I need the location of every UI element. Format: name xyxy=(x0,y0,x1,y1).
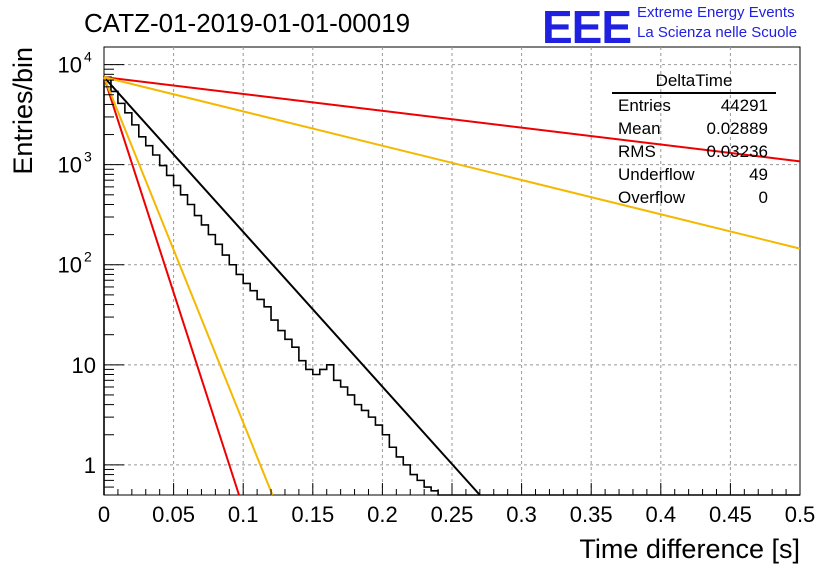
x-axis-label: Time difference [s] xyxy=(579,534,800,564)
y-tick-exponent: 2 xyxy=(84,249,92,265)
histogram xyxy=(103,76,800,496)
stats-row: Overflow 0 xyxy=(612,186,776,209)
y-tick-label: 10 xyxy=(58,153,82,178)
eee-caption: Extreme Energy Events La Scienza nelle S… xyxy=(637,3,797,43)
y-tick-exponent: 4 xyxy=(84,49,92,65)
stats-title: DeltaTime xyxy=(612,70,776,94)
y-tick-label: 1 xyxy=(84,453,96,478)
fit-line xyxy=(103,76,240,496)
fit-lines xyxy=(103,76,801,496)
stats-row: Mean 0.02889 xyxy=(612,117,776,140)
eee-caption-line-1: Extreme Energy Events xyxy=(637,4,795,21)
x-tick-label: 0 xyxy=(98,502,110,527)
y-tick-label: 10 xyxy=(58,253,82,278)
chart-title: CATZ-01-2019-01-01-00019 xyxy=(84,8,411,38)
x-tick-label: 0.15 xyxy=(291,502,334,527)
x-tick-label: 0.1 xyxy=(228,502,259,527)
histogram-outline xyxy=(103,76,800,496)
stats-key: Mean xyxy=(618,119,661,138)
fit-line xyxy=(103,76,481,496)
stats-key: Underflow xyxy=(618,165,695,184)
stats-row: Underflow 49 xyxy=(612,163,776,186)
stats-value: 49 xyxy=(749,165,768,184)
x-tick-label: 0.35 xyxy=(570,502,613,527)
y-axis-label: Entries/bin xyxy=(8,47,38,175)
fit-line xyxy=(103,76,801,250)
x-tick-label: 0.2 xyxy=(367,502,398,527)
x-tick-label: 0.4 xyxy=(646,502,677,527)
x-axis: 0 0.05 0.1 0.15 0.2 0.25 0.3 0.35 0.4 0.45 0.5 xyxy=(98,483,815,527)
stats-value: 0 xyxy=(758,188,768,207)
stats-key: RMS xyxy=(618,142,656,161)
eee-caption-line-2: La Scienza nelle Scuole xyxy=(637,24,798,41)
stats-row: RMS 0.03236 xyxy=(612,140,776,163)
y-tick-exponent: 3 xyxy=(84,149,92,165)
stats-key: Overflow xyxy=(618,188,686,207)
stats-box: DeltaTime Entries 44291 Mean 0.02889 RMS 0.03… xyxy=(612,70,776,209)
x-tick-label: 0.45 xyxy=(709,502,752,527)
y-tick-label: 10 xyxy=(72,353,96,378)
x-tick-label: 0.3 xyxy=(506,502,537,527)
stats-row: Entries 44291 xyxy=(612,94,776,117)
x-tick-label: 0.25 xyxy=(431,502,474,527)
x-tick-label: 0.05 xyxy=(152,502,195,527)
stats-key: Entries xyxy=(618,96,671,115)
stats-value: 0.02889 xyxy=(706,119,768,138)
stats-value: 0.03236 xyxy=(706,142,768,161)
eee-logo: EEE xyxy=(542,1,632,53)
fit-line xyxy=(103,76,274,496)
x-tick-label: 0.5 xyxy=(785,502,816,527)
y-tick-label: 10 xyxy=(58,53,82,78)
fit-line xyxy=(103,76,801,163)
stats-value: 44291 xyxy=(720,96,768,115)
